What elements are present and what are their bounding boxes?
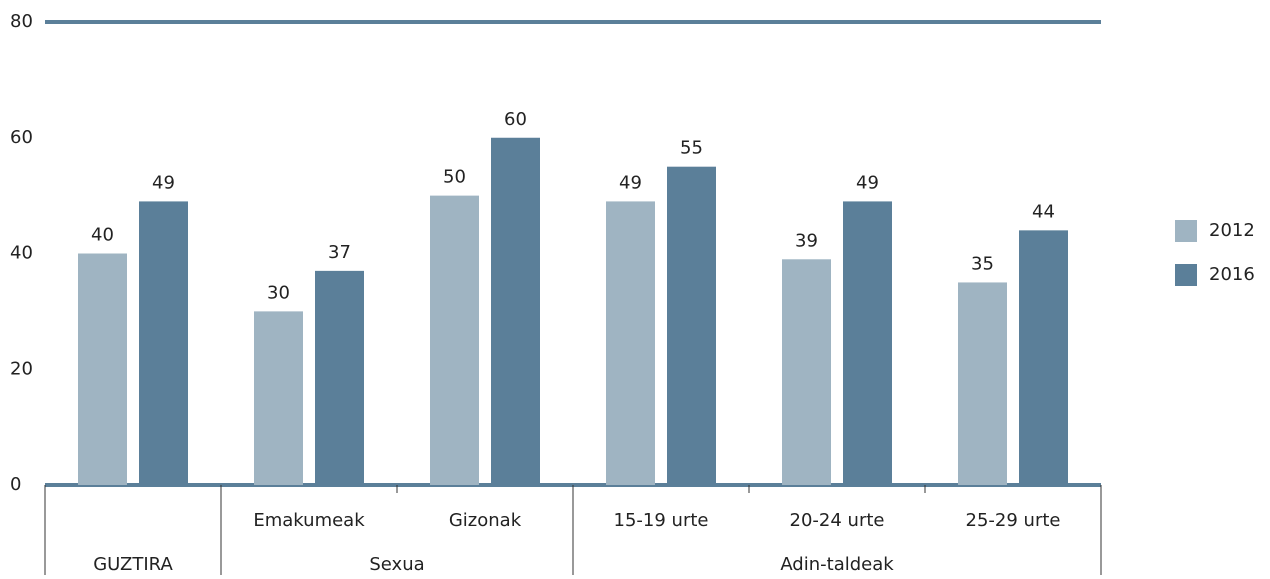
x-tick-label: Gizonak bbox=[449, 510, 522, 531]
legend-swatch bbox=[1175, 220, 1197, 242]
bar bbox=[782, 259, 831, 485]
x-tick-label: 25-29 urte bbox=[966, 510, 1061, 531]
value-label: 40 bbox=[91, 225, 114, 246]
bar bbox=[315, 270, 364, 485]
value-label: 50 bbox=[443, 167, 466, 188]
y-tick-label: 20 bbox=[10, 358, 33, 379]
value-label: 60 bbox=[504, 109, 527, 130]
bar bbox=[667, 166, 716, 485]
x-tick-label: 20-24 urte bbox=[790, 510, 885, 531]
y-tick-label: 80 bbox=[10, 11, 33, 32]
y-tick-label: 0 bbox=[10, 474, 21, 495]
bar bbox=[254, 311, 303, 485]
bar bbox=[606, 201, 655, 485]
bar bbox=[958, 282, 1007, 485]
group-label: GUZTIRA bbox=[93, 554, 173, 575]
value-label: 49 bbox=[619, 172, 642, 193]
value-label: 44 bbox=[1032, 201, 1055, 222]
value-label: 35 bbox=[971, 253, 994, 274]
value-label: 49 bbox=[856, 172, 879, 193]
legend-label: 2016 bbox=[1209, 264, 1255, 285]
value-label: 55 bbox=[680, 138, 703, 159]
x-tick-label: Emakumeak bbox=[253, 510, 365, 531]
legend-label: 2012 bbox=[1209, 220, 1255, 241]
bar bbox=[491, 137, 540, 485]
value-label: 37 bbox=[328, 242, 351, 263]
bar bbox=[1019, 230, 1068, 485]
value-label: 30 bbox=[267, 282, 290, 303]
y-tick-label: 60 bbox=[10, 127, 33, 148]
x-tick-label: 15-19 urte bbox=[614, 510, 709, 531]
legend-swatch bbox=[1175, 264, 1197, 286]
value-label: 39 bbox=[795, 230, 818, 251]
group-label: Adin-taldeak bbox=[780, 554, 894, 575]
bar bbox=[430, 195, 479, 485]
bar bbox=[139, 201, 188, 485]
y-tick-label: 40 bbox=[10, 243, 33, 264]
value-label: 49 bbox=[152, 172, 175, 193]
bar bbox=[78, 253, 127, 485]
group-label: Sexua bbox=[369, 554, 424, 575]
bar bbox=[843, 201, 892, 485]
